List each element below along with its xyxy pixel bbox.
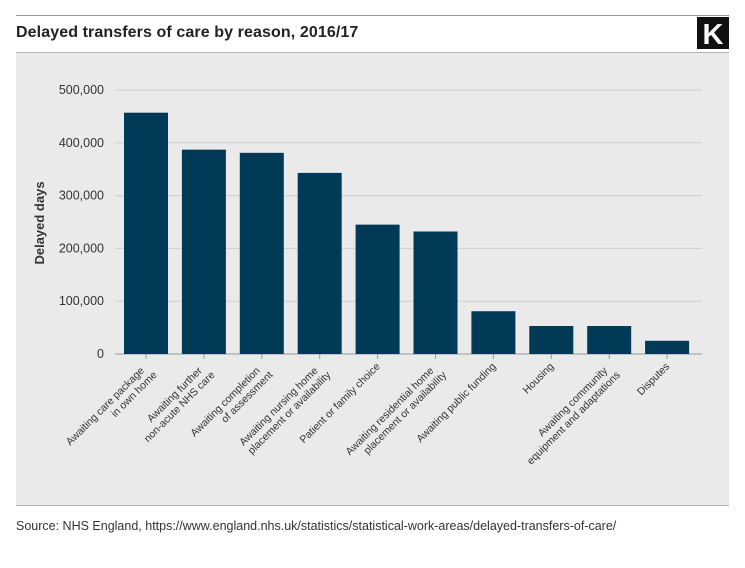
bar[interactable] (239, 152, 284, 354)
chart-panel: 0 100,000 200,000 300,000 400,000 500,000 Dela… (16, 52, 729, 506)
x-tick-label: Disputes (635, 361, 672, 398)
x-tick-label-line: Awaiting care package (64, 365, 147, 448)
y-tick-label: 500,000 (59, 83, 104, 97)
x-tick-label-line: Housing (521, 361, 557, 397)
x-tick-label: Housing (521, 361, 557, 397)
source-note: Source: NHS England, https://www.england… (16, 519, 617, 533)
x-tick-label-line: placement or availability (361, 369, 449, 457)
bar[interactable] (529, 326, 574, 354)
bar[interactable] (587, 326, 632, 354)
y-tick-label: 300,000 (59, 189, 104, 203)
bar[interactable] (355, 224, 400, 354)
top-rule (16, 15, 729, 16)
x-tick-label-line: Disputes (635, 361, 672, 398)
y-tick-label: 0 (97, 347, 104, 361)
bar[interactable] (471, 311, 516, 354)
bar[interactable] (413, 231, 458, 354)
y-tick-label: 400,000 (59, 136, 104, 150)
chart-title: Delayed transfers of care by reason, 201… (16, 24, 359, 41)
x-tick-label: Awaiting care packagein own home (64, 361, 160, 457)
bar[interactable] (124, 112, 168, 354)
y-tick-label: 200,000 (59, 241, 104, 255)
bar[interactable] (297, 172, 342, 354)
bar[interactable] (181, 149, 226, 354)
y-axis-title: Delayed days (32, 181, 47, 264)
kings-fund-logo: K (697, 17, 729, 49)
bar[interactable] (645, 340, 690, 354)
y-tick-label: 100,000 (59, 294, 104, 308)
bar-chart: 0 100,000 200,000 300,000 400,000 500,000 Dela… (32, 83, 702, 467)
logo-letter: K (703, 19, 724, 49)
